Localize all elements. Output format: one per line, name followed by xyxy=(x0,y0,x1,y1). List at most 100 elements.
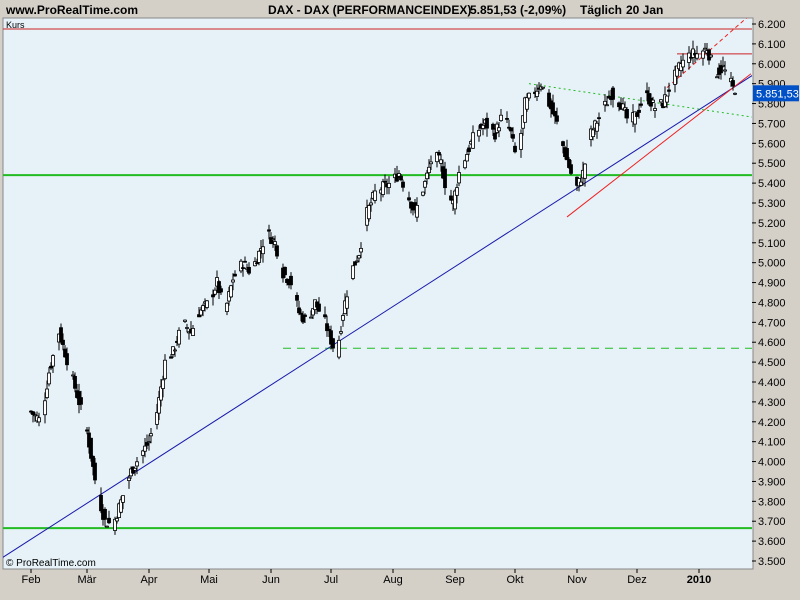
candle-body xyxy=(327,328,331,331)
candle-body xyxy=(645,90,649,94)
candle-body xyxy=(653,108,657,111)
candle-body xyxy=(127,477,131,481)
candle-body xyxy=(173,349,177,352)
candle-body xyxy=(401,181,405,188)
y-tick-label: 4.900 xyxy=(758,278,786,290)
x-tick-label: Nov xyxy=(567,574,587,586)
candle-body xyxy=(719,65,723,74)
candle-body xyxy=(635,112,639,117)
x-tick-label: Apr xyxy=(140,574,157,586)
candle-body xyxy=(709,54,713,58)
channel-upper-line xyxy=(666,18,748,89)
candle-body xyxy=(261,246,265,255)
candle-body xyxy=(519,133,523,150)
candle-body xyxy=(71,374,75,377)
y-tick-label: 4.700 xyxy=(758,317,786,329)
candle-body xyxy=(477,129,481,137)
technical-lines xyxy=(3,18,752,558)
candle-body xyxy=(271,238,275,241)
x-tick-label: Dez xyxy=(627,574,647,586)
candle-body xyxy=(93,462,97,481)
candle-body xyxy=(437,152,441,156)
candle-body xyxy=(383,180,387,183)
candle-body xyxy=(565,148,569,161)
candle-body xyxy=(367,205,371,220)
candle-body xyxy=(381,181,385,195)
candle-body xyxy=(509,127,513,132)
candle-body xyxy=(605,104,609,107)
candle-body xyxy=(497,127,501,132)
candle-body xyxy=(455,187,459,196)
y-tick-label: 4.600 xyxy=(758,337,786,349)
candle-body xyxy=(133,467,137,471)
candle-body xyxy=(73,375,77,389)
candle-body xyxy=(201,305,205,311)
candle-body xyxy=(105,525,109,528)
candle-body xyxy=(229,285,233,298)
candle-body xyxy=(351,265,355,279)
last-price-tag: 5.851,53 xyxy=(753,85,799,102)
candle-body xyxy=(457,172,461,184)
candle-body xyxy=(99,494,103,512)
y-tick-label: 3.900 xyxy=(758,476,786,488)
y-tick-label: 4.300 xyxy=(758,397,786,409)
instrument-title: DAX - DAX (PERFORMANCEINDEX) xyxy=(268,3,471,17)
candle-body xyxy=(665,95,669,103)
candle-body xyxy=(185,327,189,329)
trendline xyxy=(3,75,752,558)
channel-lower-line xyxy=(566,73,752,218)
candle-body xyxy=(555,115,559,122)
x-axis: Feb Mär Apr Mai Jun Jul Aug Sep Okt Nov Dez 2010 xyxy=(22,569,711,586)
candle-body xyxy=(317,303,321,312)
candle-body xyxy=(341,315,345,321)
candle-body xyxy=(309,316,313,319)
candle-body xyxy=(633,111,637,125)
quote-change: 5.851,53 (-2,09%) xyxy=(470,3,566,17)
period-label: Täglich xyxy=(580,3,622,17)
last-price-label: 5.851,53 xyxy=(756,88,799,100)
candle-body xyxy=(511,134,515,139)
y-tick-label: 5.600 xyxy=(758,138,786,150)
candle-body xyxy=(659,99,663,103)
candle-body xyxy=(703,47,707,50)
x-tick-label: Mär xyxy=(78,574,97,586)
candle-body xyxy=(103,508,107,520)
y-tick-label: 6.200 xyxy=(758,19,786,31)
candle-body xyxy=(147,441,151,444)
candle-body xyxy=(721,64,725,67)
x-tick-label: Sep xyxy=(445,574,465,586)
candle-body xyxy=(115,518,119,522)
site-name[interactable]: www.ProRealTime.com xyxy=(5,3,138,17)
candle-body xyxy=(49,365,53,369)
candle-body xyxy=(427,166,431,174)
candle-body xyxy=(471,132,475,149)
candle-body xyxy=(31,411,35,415)
candle-body xyxy=(597,117,601,120)
y-tick-label: 5.000 xyxy=(758,258,786,270)
candle-body xyxy=(37,417,41,423)
candle-body xyxy=(219,288,223,293)
candle-body xyxy=(239,260,243,272)
candle-body xyxy=(395,174,399,182)
y-tick-label: 3.500 xyxy=(758,556,786,568)
candle-body xyxy=(603,100,607,106)
x-tick-label: Feb xyxy=(22,574,41,586)
candle-body xyxy=(535,90,539,97)
candle-body xyxy=(467,147,471,152)
y-tick-label: 4.800 xyxy=(758,297,786,309)
candle-body xyxy=(345,296,349,309)
candle-body xyxy=(505,118,509,120)
candle-body xyxy=(499,114,503,122)
candle-body xyxy=(329,330,333,345)
candle-body xyxy=(113,518,117,531)
candle-body xyxy=(51,355,55,367)
candle-body xyxy=(107,517,111,524)
candle-body xyxy=(723,69,727,72)
y-tick-label: 3.700 xyxy=(758,516,786,528)
y-tick-label: 4.400 xyxy=(758,377,786,389)
candle-body xyxy=(429,161,433,165)
candle-body xyxy=(569,164,573,174)
candle-body xyxy=(303,314,307,317)
candle-body xyxy=(149,433,153,437)
candle-body xyxy=(715,76,719,79)
